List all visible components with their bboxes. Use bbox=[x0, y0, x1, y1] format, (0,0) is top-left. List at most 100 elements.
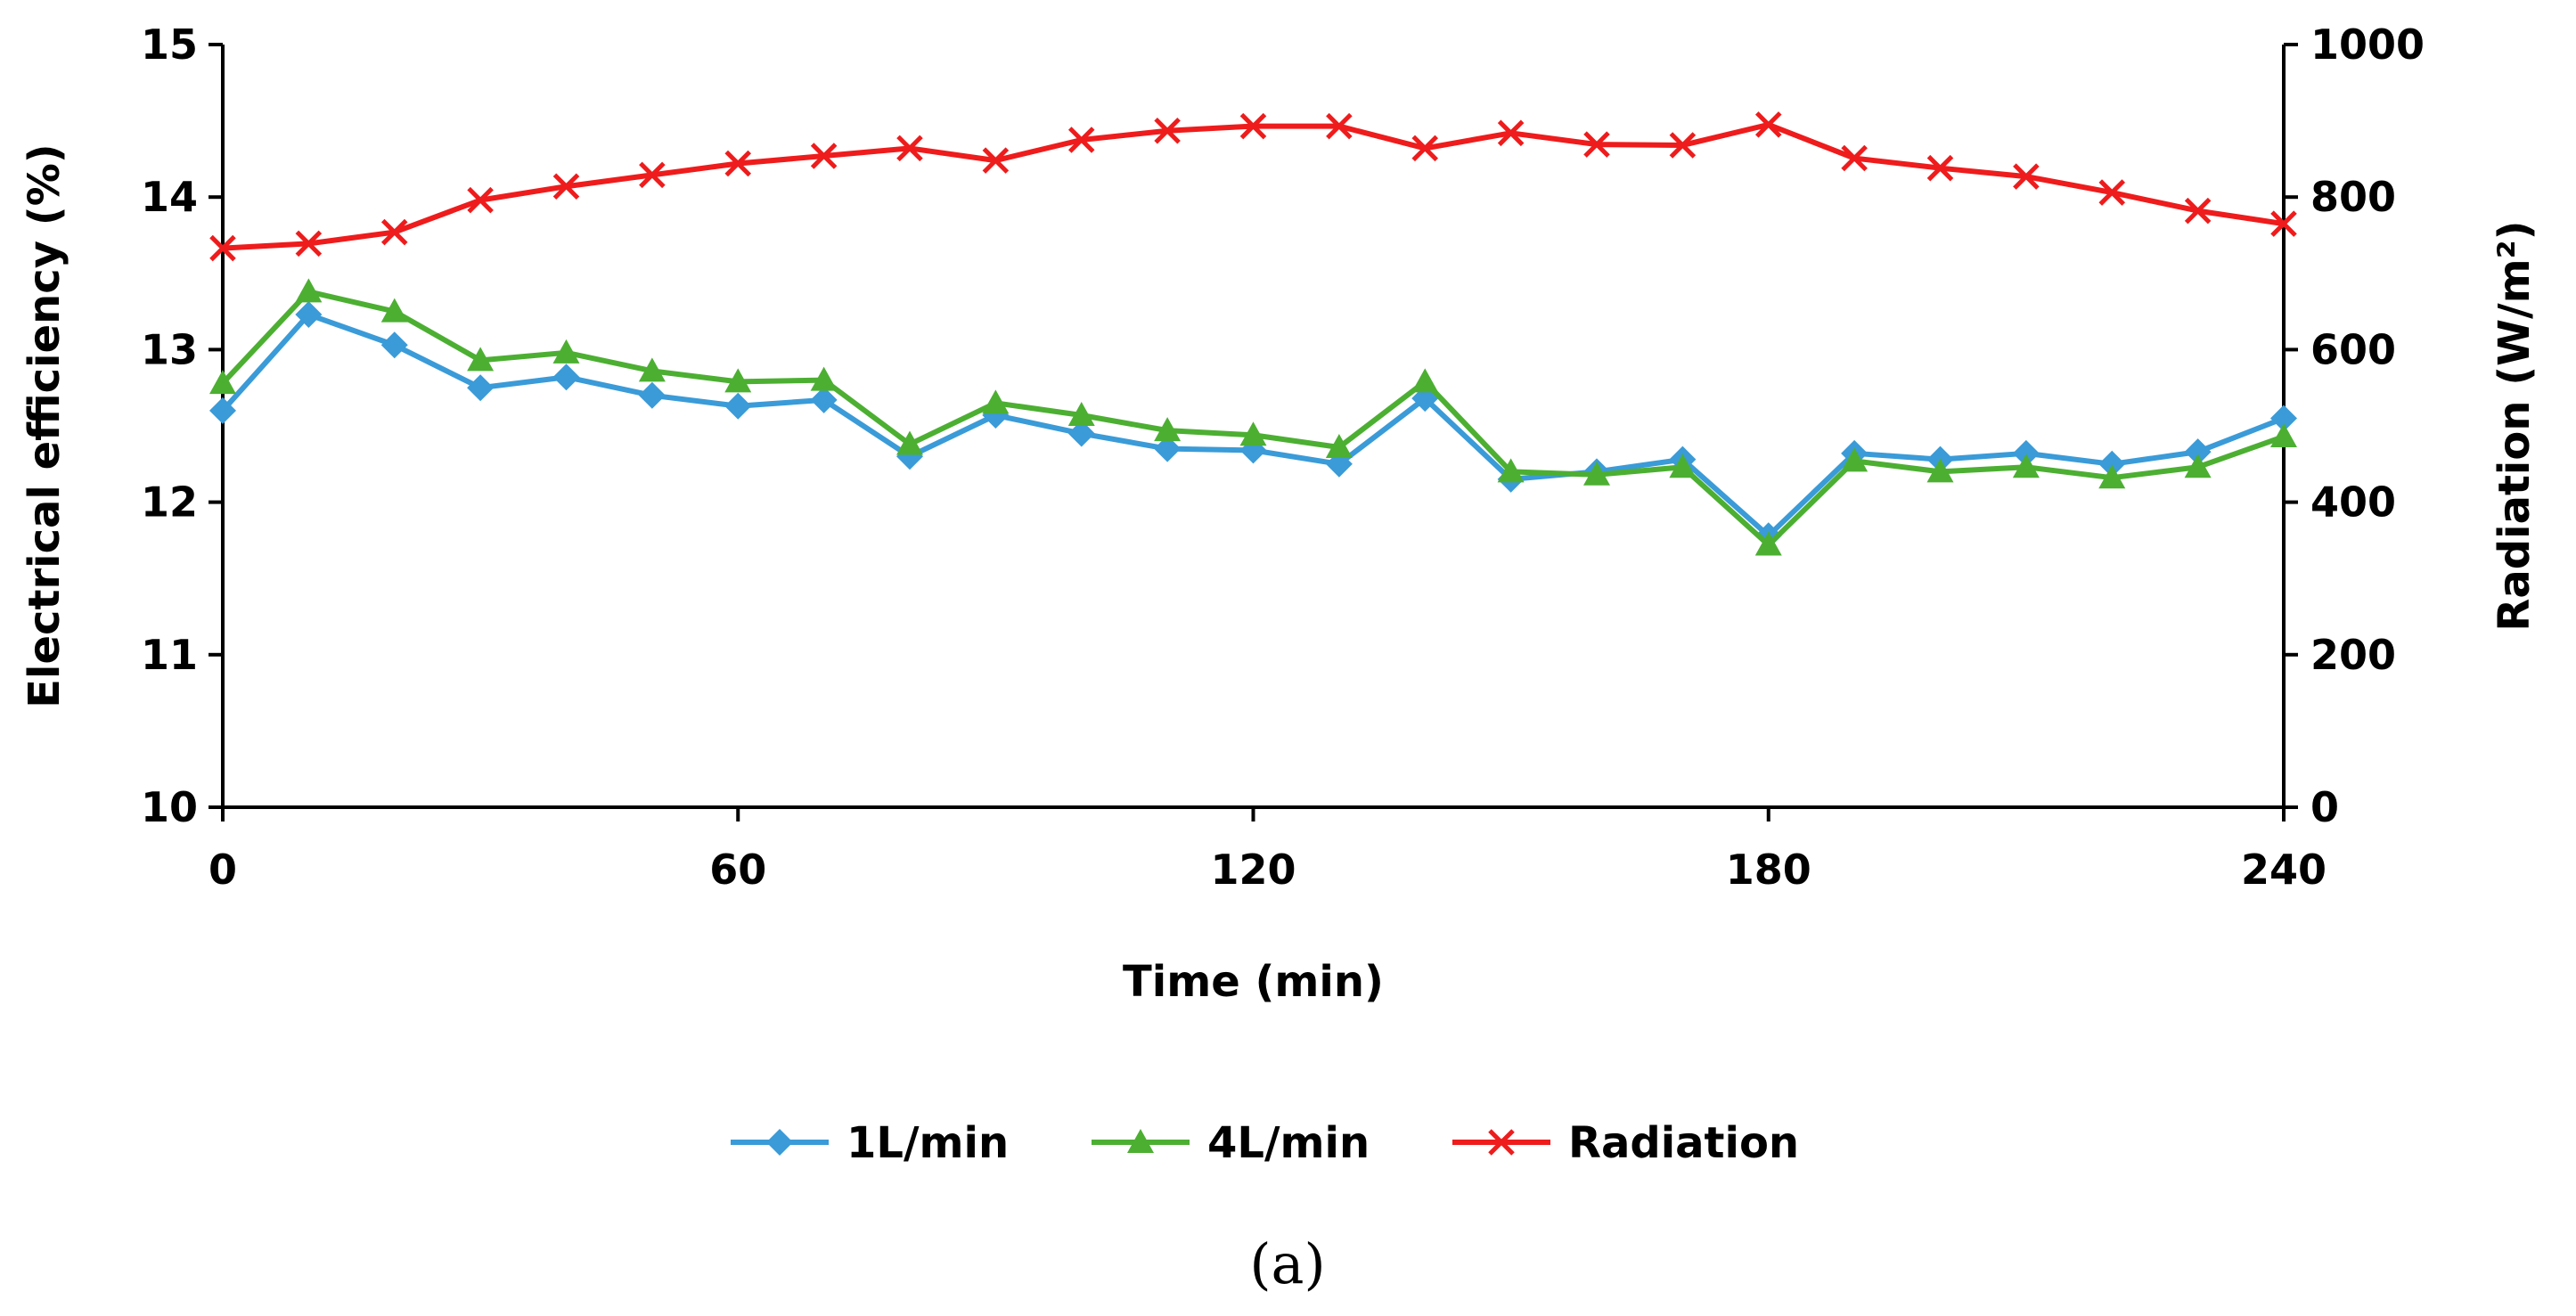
data-point-4l-min bbox=[209, 370, 236, 395]
x-axis-title: Time (min) bbox=[1123, 957, 1384, 1007]
data-point-radiation bbox=[1239, 112, 1267, 140]
x-marker-stroke bbox=[552, 173, 580, 200]
x-marker-stroke bbox=[1497, 119, 1525, 147]
y-tick-label-right: 200 bbox=[2310, 631, 2396, 679]
series-line-radiation bbox=[222, 121, 2285, 251]
x-marker-stroke bbox=[2184, 197, 2212, 225]
legend-label-1l-min: 1L/min bbox=[846, 1118, 1009, 1168]
data-point-radiation bbox=[1411, 135, 1439, 162]
data-point-radiation bbox=[1326, 112, 1353, 140]
y-tick-label-left: 10 bbox=[141, 783, 198, 831]
data-point-4l-min bbox=[380, 298, 408, 323]
x-marker-stroke bbox=[380, 218, 408, 246]
x-marker-stroke bbox=[1239, 112, 1267, 140]
data-point-4l-min bbox=[552, 339, 580, 364]
data-point-4l-min bbox=[1239, 421, 1267, 446]
x-marker-stroke bbox=[1067, 127, 1095, 153]
data-point-radiation bbox=[1669, 132, 1697, 159]
y-tick-label-right: 600 bbox=[2310, 325, 2396, 373]
x-tick-label: 60 bbox=[709, 846, 766, 894]
data-point-radiation bbox=[552, 173, 580, 200]
x-marker-stroke bbox=[1669, 132, 1697, 159]
data-point-4l-min bbox=[2184, 454, 2212, 478]
series-line-4l-min bbox=[220, 289, 2286, 548]
data-point-4l-min bbox=[1497, 458, 1525, 483]
y-tick-label-left: 13 bbox=[141, 325, 198, 373]
data-point-1l-min bbox=[1067, 420, 1095, 447]
x-tick-label: 240 bbox=[2241, 846, 2327, 894]
x-tick-label: 180 bbox=[1726, 846, 1811, 894]
x-marker-stroke bbox=[1326, 112, 1353, 140]
data-point-4l-min bbox=[1841, 447, 1869, 472]
data-point-4l-min bbox=[1754, 531, 1782, 556]
y-tick-label-left: 12 bbox=[141, 478, 198, 527]
data-point-4l-min bbox=[1154, 417, 1182, 442]
x-marker-stroke bbox=[1488, 1129, 1515, 1156]
legend-marker-1l-min bbox=[766, 1129, 793, 1156]
x-marker-stroke bbox=[209, 234, 236, 262]
data-point-1l-min bbox=[2184, 438, 2212, 466]
x-marker-stroke bbox=[982, 147, 1010, 174]
data-point-4l-min bbox=[467, 347, 495, 372]
data-point-radiation bbox=[2184, 197, 2212, 225]
legend-item-radiation: Radiation bbox=[1452, 1118, 1799, 1168]
legend-label-radiation: Radiation bbox=[1568, 1118, 1799, 1168]
data-point-1l-min bbox=[638, 381, 666, 409]
data-point-radiation bbox=[810, 143, 838, 169]
data-point-radiation bbox=[2098, 179, 2126, 206]
x-marker-stroke bbox=[1411, 135, 1439, 162]
legend-marker-4l-min bbox=[1127, 1129, 1154, 1153]
legend-label-4l-min: 4L/min bbox=[1207, 1118, 1370, 1168]
x-marker-stroke bbox=[1926, 154, 1954, 182]
data-point-radiation bbox=[982, 147, 1010, 174]
data-point-radiation bbox=[639, 161, 666, 189]
figure-caption: (a) bbox=[1249, 1231, 1325, 1296]
data-point-radiation bbox=[1497, 119, 1525, 147]
data-point-radiation bbox=[1154, 117, 1181, 144]
data-point-radiation bbox=[380, 218, 408, 246]
x-marker-stroke bbox=[2270, 210, 2297, 237]
data-point-1l-min bbox=[724, 392, 752, 420]
data-point-4l-min bbox=[1669, 454, 1697, 478]
data-point-1l-min bbox=[380, 331, 408, 359]
data-point-radiation bbox=[2013, 163, 2040, 190]
data-point-radiation bbox=[467, 186, 494, 214]
y-tick-label-left: 14 bbox=[141, 173, 198, 221]
data-point-radiation bbox=[896, 135, 923, 162]
axes: 10 11 12 13 14 15 0 200 400 600 800 1000 0 60 120 180 24… bbox=[20, 20, 2539, 1007]
x-marker-stroke bbox=[1754, 111, 1782, 138]
x-marker-stroke bbox=[1841, 144, 1868, 172]
legend-item-1l-min: 1L/min bbox=[731, 1118, 1009, 1168]
data-point-4l-min bbox=[2270, 422, 2297, 447]
y-tick-label-right: 1000 bbox=[2310, 20, 2425, 69]
data-point-4l-min bbox=[638, 357, 666, 382]
data-point-4l-min bbox=[1926, 458, 1954, 483]
x-marker-stroke bbox=[896, 135, 923, 162]
x-tick-label: 120 bbox=[1210, 846, 1296, 894]
x-marker-stroke bbox=[2013, 163, 2040, 190]
series-4l-min bbox=[209, 278, 2297, 556]
y-axis-title-right: Radiation (W/m²) bbox=[2490, 220, 2539, 631]
data-point-radiation bbox=[295, 230, 323, 257]
x-marker-stroke bbox=[467, 186, 494, 214]
data-point-4l-min bbox=[2012, 454, 2040, 478]
x-tick-label: 0 bbox=[209, 846, 237, 894]
data-point-4l-min bbox=[1325, 433, 1353, 458]
data-point-radiation bbox=[1926, 154, 1954, 182]
data-point-1l-min bbox=[2270, 405, 2297, 432]
data-point-4l-min bbox=[724, 368, 752, 393]
y-tick-label-right: 0 bbox=[2310, 783, 2339, 831]
data-point-1l-min bbox=[2098, 450, 2126, 478]
data-point-4l-min bbox=[295, 278, 323, 303]
data-point-4l-min bbox=[896, 430, 923, 455]
x-marker-stroke bbox=[1583, 131, 1610, 158]
data-point-radiation bbox=[1841, 144, 1868, 172]
legend-item-4l-min: 4L/min bbox=[1092, 1118, 1370, 1168]
data-point-1l-min bbox=[2012, 439, 2040, 467]
x-marker-stroke bbox=[810, 143, 838, 169]
data-point-radiation bbox=[1583, 131, 1610, 158]
y-tick-label-right: 400 bbox=[2310, 478, 2396, 527]
data-point-1l-min bbox=[810, 386, 838, 413]
